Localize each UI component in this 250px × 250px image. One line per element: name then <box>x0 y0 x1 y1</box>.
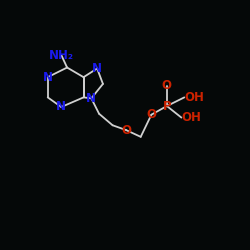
Text: N: N <box>86 92 96 105</box>
Text: O: O <box>146 108 156 121</box>
Text: N: N <box>56 100 66 114</box>
Text: NH₂: NH₂ <box>49 48 74 62</box>
Text: O: O <box>121 124 131 136</box>
Text: OH: OH <box>182 111 201 124</box>
Text: P: P <box>162 100 171 112</box>
Text: O: O <box>162 79 172 92</box>
Text: N: N <box>92 62 102 75</box>
Text: OH: OH <box>184 91 204 104</box>
Text: N: N <box>43 71 53 84</box>
